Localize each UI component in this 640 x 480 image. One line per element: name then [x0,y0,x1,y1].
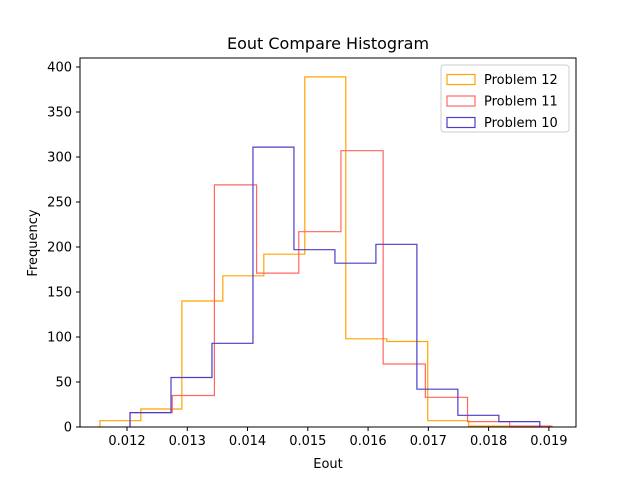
x-tick-label: 0.012 [108,434,145,449]
x-tick-label: 0.017 [410,434,447,449]
y-tick-label: 50 [55,376,72,391]
y-tick-label: 350 [47,106,72,121]
legend-swatch [446,116,476,129]
y-tick-label: 100 [47,331,72,346]
histogram-series-3 [129,146,541,427]
y-tick-label: 250 [47,196,72,211]
x-tick-label: 0.014 [229,434,266,449]
x-tick-label: 0.013 [169,434,206,449]
y-tick-label: 150 [47,286,72,301]
chart-title: Eout Compare Histogram [227,34,429,53]
legend-label: Problem 10 [484,116,558,131]
x-axis-label: Eout [313,457,343,472]
legend-swatch [446,95,476,107]
legend-swatch [446,73,476,86]
x-tick-label: 0.019 [530,434,567,449]
legend-box [440,64,570,133]
y-tick-label: 400 [47,61,72,76]
x-tick-label: 0.015 [289,434,326,449]
legend-label: Problem 12 [484,73,558,88]
x-tick-label: 0.018 [470,434,507,449]
y-tick-label: 200 [47,241,72,256]
x-tick-label: 0.016 [349,434,386,449]
y-axis-label: Frequency [26,209,41,276]
histogram-series-2 [129,150,553,427]
histogram-series-1 [99,76,551,428]
plot-area-frame [79,57,577,428]
legend-label: Problem 11 [484,95,558,110]
y-tick-label: 300 [47,151,72,166]
y-tick-label: 0 [64,421,72,436]
